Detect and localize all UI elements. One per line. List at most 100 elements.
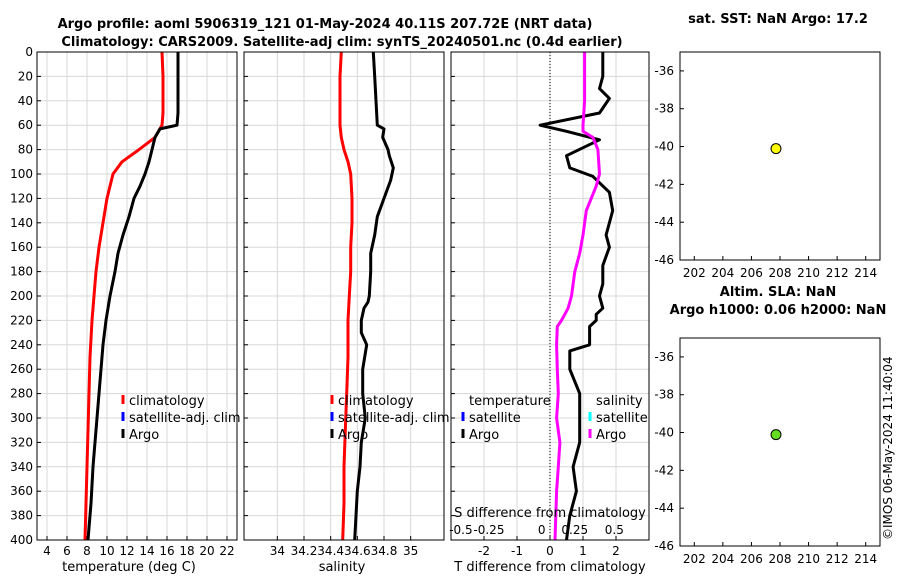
temperature-legend-label: climatology [129, 394, 205, 409]
salinity-x-tick-label: 35 [403, 544, 418, 558]
sla_map-y-tick-label: -44 [654, 501, 674, 515]
difference-salinity-legend-label: Argo [596, 428, 626, 443]
sst-map-title: sat. SST: NaN Argo: 17.2 [688, 12, 868, 27]
difference-x-tick-label: -2 [478, 544, 490, 558]
sst_map-y-tick-label: -38 [654, 102, 674, 116]
temperature-x-tick-label: 10 [99, 544, 114, 558]
difference-xlabel-salinity: S difference from climatology [454, 506, 646, 521]
y-tick-label: 340 [10, 460, 33, 474]
sla_map-x-tick-label: 202 [683, 552, 706, 566]
difference-border [450, 51, 650, 541]
y-tick-label: 240 [10, 338, 33, 352]
temperature-x-tick-label: 6 [63, 544, 71, 558]
sla_map-x-tick-label: 206 [740, 552, 763, 566]
temperature-x-tick-label: 4 [43, 544, 51, 558]
sla_map-y-tick-label: -46 [654, 539, 674, 553]
y-tick-label: 180 [10, 265, 33, 279]
sst_map-x-tick-label: 212 [826, 266, 849, 280]
y-tick-label: 60 [18, 118, 33, 132]
timestamp-stamp: ©IMOS 06-May-2024 11:40:04 [881, 356, 895, 540]
difference-salinity-tick-label: 0.5 [605, 523, 624, 537]
difference-temperature-legend-label: temperature [469, 394, 551, 409]
y-tick-label: 120 [10, 191, 33, 205]
salinity-legend-label: satellite-adj. clim [338, 411, 450, 426]
salinity-legend-label: climatology [338, 394, 414, 409]
difference-x-tick-label: -1 [511, 544, 523, 558]
sla_map-x-tick-label: 212 [826, 552, 849, 566]
difference-temperature-legend-label: Argo [469, 428, 499, 443]
sst_map-x-tick-label: 206 [740, 266, 763, 280]
sla_map-float-position-marker [770, 429, 782, 441]
difference-series-s-argo [553, 52, 601, 541]
sla_map-y-tick-label: -36 [654, 350, 674, 364]
sla_map-panel-frame [679, 337, 881, 547]
figure-title-line1: Argo profile: aoml 5906319_121 01-May-20… [58, 17, 593, 32]
salinity-legend-label: Argo [338, 428, 368, 443]
temperature-x-tick-label: 22 [219, 544, 234, 558]
y-tick-label: 100 [10, 167, 33, 181]
salinity-border [243, 51, 445, 541]
sst_map-float-position-marker [770, 143, 782, 155]
temperature-legend-label: satellite-adj. clim [129, 411, 241, 426]
difference-salinity-tick-label: 0 [538, 523, 546, 537]
salinity-x-tick-label: 34.6 [344, 544, 371, 558]
y-tick-label: 260 [10, 362, 33, 376]
y-tick-label: 80 [18, 143, 33, 157]
difference-series-t-argo [538, 52, 615, 541]
y-tick-label: 200 [10, 289, 33, 303]
sst_map-y-tick-label: -40 [654, 140, 674, 154]
sla_map-x-tick-label: 204 [711, 552, 734, 566]
figure-title-line2: Climatology: CARS2009. Satellite-adj cli… [61, 35, 622, 50]
sst_map-y-tick-label: -36 [654, 64, 674, 78]
sst_map-y-tick-label: -42 [654, 177, 674, 191]
salinity-x-tick-label: 34.8 [371, 544, 398, 558]
y-tick-label: 320 [10, 435, 33, 449]
difference-salinity-legend-label: salinity [596, 394, 643, 409]
y-tick-label: 360 [10, 484, 33, 498]
temperature-x-tick-label: 12 [119, 544, 134, 558]
y-tick-label: 160 [10, 240, 33, 254]
salinity-x-tick-label: 34 [270, 544, 285, 558]
y-tick-label: 0 [25, 45, 33, 59]
difference-salinity-tick-label: 0.25 [561, 523, 588, 537]
sla_map-y-tick-label: -40 [654, 426, 674, 440]
salinity-x-tick-label: 34.2 [291, 544, 318, 558]
salinity-x-tick-label: 34.4 [317, 544, 344, 558]
y-tick-label: 220 [10, 313, 33, 327]
sla_map-x-tick-label: 208 [769, 552, 792, 566]
sla_map-y-tick-label: -38 [654, 388, 674, 402]
difference-temperature-legend-label: satellite [469, 411, 521, 426]
salinity-xlabel: salinity [319, 560, 366, 575]
sst_map-x-tick-label: 214 [854, 266, 877, 280]
temperature-legend-label: Argo [129, 428, 159, 443]
sla_map-y-tick-label: -42 [654, 463, 674, 477]
y-tick-label: 400 [10, 533, 33, 547]
y-tick-label: 140 [10, 216, 33, 230]
temperature-xlabel: temperature (deg C) [62, 560, 196, 575]
temperature-x-tick-label: 8 [83, 544, 91, 558]
sla-map-subtitle: Argo h1000: 0.06 h2000: NaN [670, 303, 887, 318]
sla-map-title: Altim. SLA: NaN [720, 285, 836, 300]
y-tick-label: 40 [18, 94, 33, 108]
sst_map-y-tick-label: -46 [654, 253, 674, 267]
difference-x-tick-label: 2 [612, 544, 620, 558]
temperature-x-tick-label: 20 [199, 544, 214, 558]
y-tick-label: 380 [10, 509, 33, 523]
y-tick-label: 20 [18, 69, 33, 83]
difference-xlabel: T difference from climatology [453, 560, 646, 575]
y-tick-label: 300 [10, 411, 33, 425]
sst_map-x-tick-label: 210 [797, 266, 820, 280]
sst_map-y-tick-label: -44 [654, 215, 674, 229]
sst_map-x-tick-label: 204 [711, 266, 734, 280]
difference-salinity-tick-label: -0.25 [473, 523, 504, 537]
sla_map-x-tick-label: 210 [797, 552, 820, 566]
y-tick-label: 280 [10, 387, 33, 401]
sst_map-x-tick-label: 202 [683, 266, 706, 280]
temperature-x-tick-label: 16 [159, 544, 174, 558]
difference-x-tick-label: 1 [579, 544, 587, 558]
temperature-x-tick-label: 14 [139, 544, 154, 558]
difference-x-tick-label: 0 [546, 544, 554, 558]
temperature-border [36, 51, 238, 541]
difference-salinity-legend-label: satellite [596, 411, 648, 426]
